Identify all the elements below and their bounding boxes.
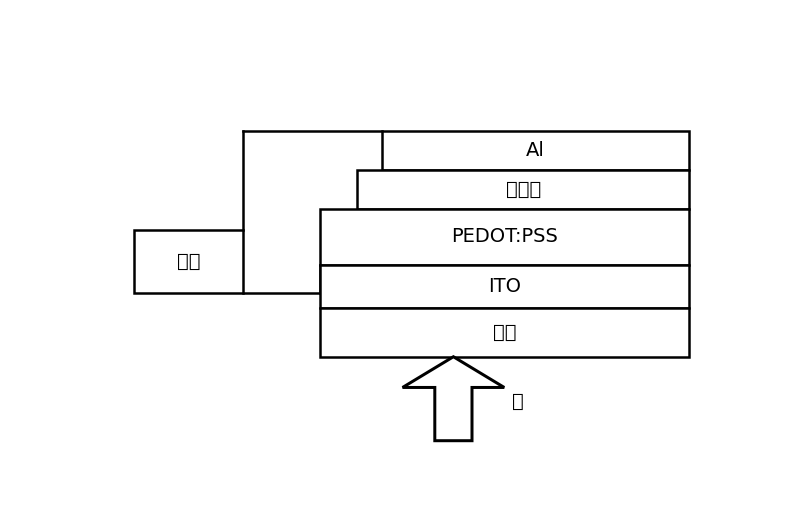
Text: 活性层: 活性层 (506, 180, 541, 200)
Text: 输出: 输出 (177, 252, 200, 271)
Text: PEDOT:PSS: PEDOT:PSS (451, 227, 558, 246)
Text: 玻璃: 玻璃 (493, 322, 516, 342)
Bar (320, 264, 689, 307)
Bar (320, 209, 689, 264)
Bar (382, 131, 689, 170)
Text: 光: 光 (512, 392, 524, 411)
Text: ITO: ITO (488, 277, 521, 296)
Bar (320, 307, 689, 357)
Text: Al: Al (526, 142, 545, 160)
Bar (358, 170, 689, 209)
Bar (134, 230, 242, 293)
Polygon shape (402, 357, 504, 440)
